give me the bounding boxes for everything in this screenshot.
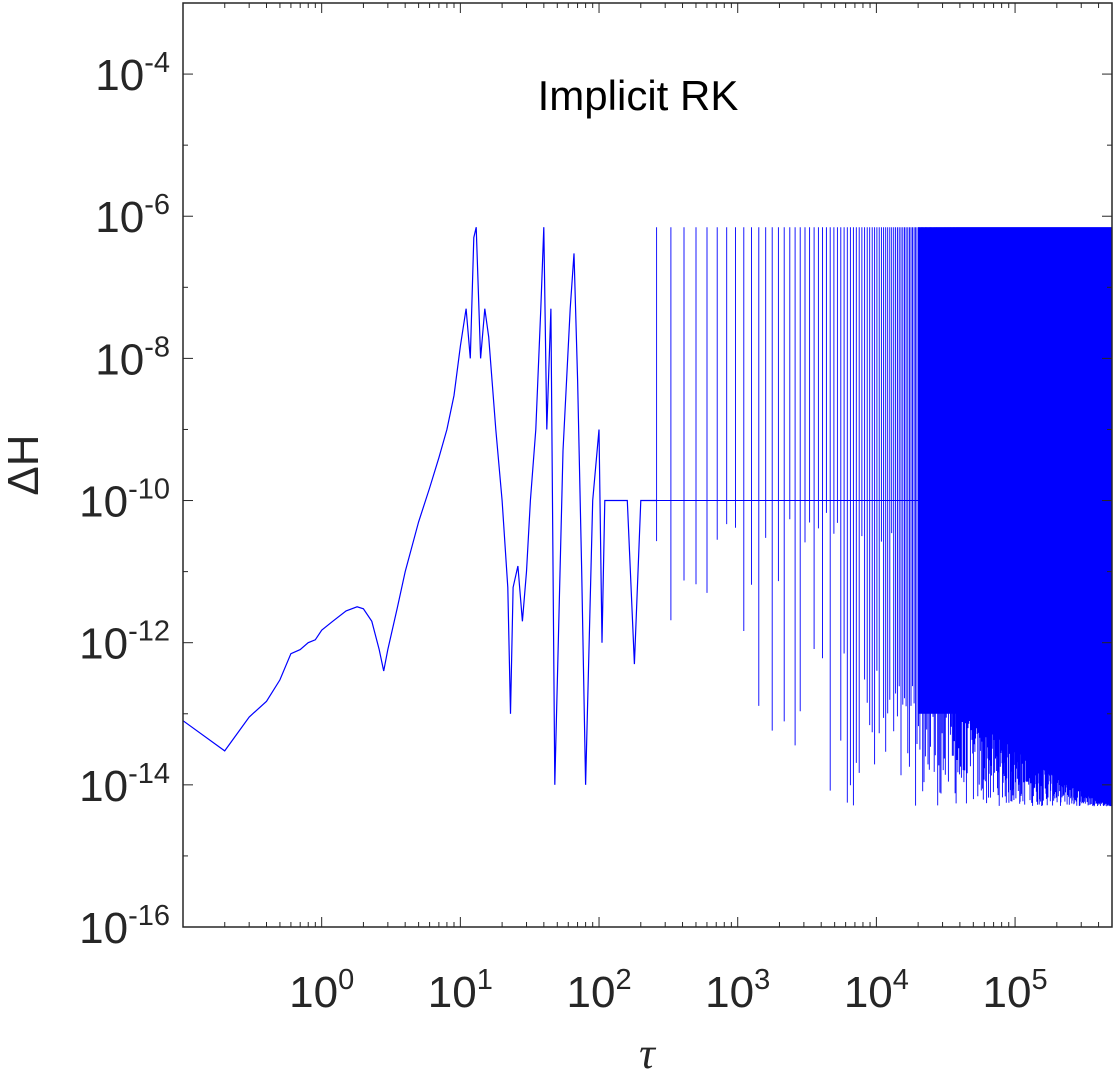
y-tick-label: 10-10 xyxy=(79,474,170,527)
dense-oscillation-band xyxy=(656,227,1113,807)
x-tick-exp: 3 xyxy=(754,964,770,996)
x-major-ticks xyxy=(182,3,1016,927)
x-tick-label: 102 xyxy=(566,964,631,1017)
y-tick-base: 10 xyxy=(79,904,128,953)
y-tick-base: 10 xyxy=(95,335,144,384)
x-tick-base: 10 xyxy=(566,968,615,1017)
x-tick-exp: 4 xyxy=(893,964,909,996)
x-tick-base: 10 xyxy=(289,968,338,1017)
y-tick-label: 10-4 xyxy=(95,47,170,100)
y-tick-label: 10-8 xyxy=(95,331,170,384)
y-tick-exp: -6 xyxy=(144,189,170,221)
x-minor-ticks xyxy=(224,3,1113,927)
y-axis-title: ΔH xyxy=(0,434,48,495)
x-tick-base: 10 xyxy=(705,968,754,1017)
series-line-0 xyxy=(182,227,657,785)
x-tick-label: 101 xyxy=(428,964,493,1017)
x-axis-title: τ xyxy=(639,1029,657,1076)
x-tick-base: 10 xyxy=(844,968,893,1017)
y-tick-exp: -14 xyxy=(128,758,170,790)
x-tick-exp: 0 xyxy=(338,964,354,996)
x-tick-label: 103 xyxy=(705,964,770,1017)
y-minor-ticks xyxy=(183,2,1112,857)
x-tick-exp: 2 xyxy=(615,964,631,996)
x-tick-exp: 1 xyxy=(477,964,493,996)
y-tick-base: 10 xyxy=(95,51,144,100)
plot-frame xyxy=(182,2,1113,928)
x-tick-label: 105 xyxy=(983,964,1048,1017)
y-tick-exp: -12 xyxy=(128,616,170,648)
y-tick-label: 10-14 xyxy=(79,758,170,811)
y-tick-label: 10-6 xyxy=(95,189,170,242)
y-tick-exp: -4 xyxy=(144,47,170,79)
x-tick-labels: 100 101 102 103 104 105 xyxy=(289,964,1047,1017)
annotation-label: Implicit RK xyxy=(538,72,739,119)
y-tick-exp: -16 xyxy=(128,900,170,932)
x-tick-exp: 5 xyxy=(1031,964,1047,996)
band-saturated-fill xyxy=(918,227,1112,714)
y-tick-base: 10 xyxy=(79,478,128,527)
y-tick-exp: -10 xyxy=(128,474,170,506)
y-tick-label: 10-16 xyxy=(79,900,170,953)
x-tick-label: 100 xyxy=(289,964,354,1017)
x-tick-base: 10 xyxy=(983,968,1032,1017)
y-tick-exp: -8 xyxy=(144,331,170,363)
x-tick-label: 104 xyxy=(844,964,909,1017)
series-group xyxy=(182,227,657,785)
y-tick-base: 10 xyxy=(79,762,128,811)
y-tick-base: 10 xyxy=(79,620,128,669)
y-tick-label: 10-12 xyxy=(79,616,170,669)
y-tick-base: 10 xyxy=(95,193,144,242)
y-major-ticks xyxy=(183,73,1112,928)
x-tick-base: 10 xyxy=(428,968,477,1017)
